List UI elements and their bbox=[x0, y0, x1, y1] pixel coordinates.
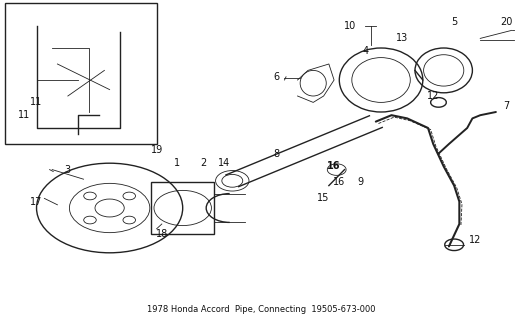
Text: 1978 Honda Accord  Pipe, Connecting  19505-673-000: 1978 Honda Accord Pipe, Connecting 19505… bbox=[147, 305, 375, 314]
Text: 12: 12 bbox=[427, 91, 440, 101]
Text: 7: 7 bbox=[503, 100, 509, 111]
Text: 11: 11 bbox=[18, 110, 30, 120]
Text: 14: 14 bbox=[218, 158, 231, 168]
Text: 17: 17 bbox=[30, 196, 43, 207]
Text: 1: 1 bbox=[174, 158, 181, 168]
Text: 5: 5 bbox=[451, 17, 457, 28]
Text: 13: 13 bbox=[396, 33, 408, 44]
Text: 6: 6 bbox=[274, 72, 280, 82]
Text: 18: 18 bbox=[156, 228, 168, 239]
Text: 16: 16 bbox=[327, 161, 341, 172]
Text: 11: 11 bbox=[30, 97, 43, 108]
Bar bbox=[151, 182, 214, 234]
Text: 15: 15 bbox=[317, 193, 330, 204]
Text: 8: 8 bbox=[274, 148, 280, 159]
Text: 20: 20 bbox=[500, 17, 513, 28]
Text: 2: 2 bbox=[200, 158, 207, 168]
Text: 9: 9 bbox=[357, 177, 363, 188]
Text: 12: 12 bbox=[469, 235, 481, 245]
Text: 4: 4 bbox=[362, 46, 369, 56]
Bar bbox=[5, 3, 157, 144]
Text: 19: 19 bbox=[150, 145, 163, 156]
Text: 16: 16 bbox=[333, 177, 346, 188]
Text: 3: 3 bbox=[65, 164, 71, 175]
Text: 10: 10 bbox=[343, 20, 356, 31]
